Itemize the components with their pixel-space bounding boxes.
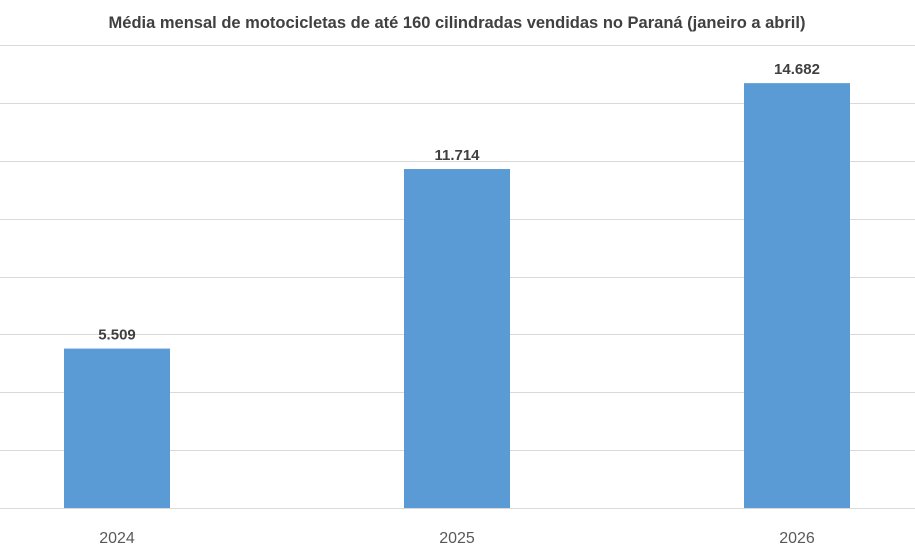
- chart-title: Média mensal de motocicletas de até 160 …: [109, 14, 806, 32]
- data-label-2026: 14.682: [774, 61, 820, 78]
- data-label-2025: 11.714: [434, 147, 480, 164]
- bar-2025: [404, 169, 510, 508]
- x-axis-tick-labels: 2024 2025 2026: [99, 530, 815, 547]
- bars: [64, 83, 850, 509]
- x-tick-label-2025: 2025: [439, 530, 475, 547]
- data-label-2024: 5.509: [98, 327, 136, 344]
- x-tick-label-2024: 2024: [99, 530, 135, 547]
- x-tick-label-2026: 2026: [779, 530, 815, 547]
- bar-2024: [64, 348, 170, 508]
- data-labels: 5.509 11.714 14.682: [98, 61, 820, 343]
- bar-2026: [744, 83, 850, 509]
